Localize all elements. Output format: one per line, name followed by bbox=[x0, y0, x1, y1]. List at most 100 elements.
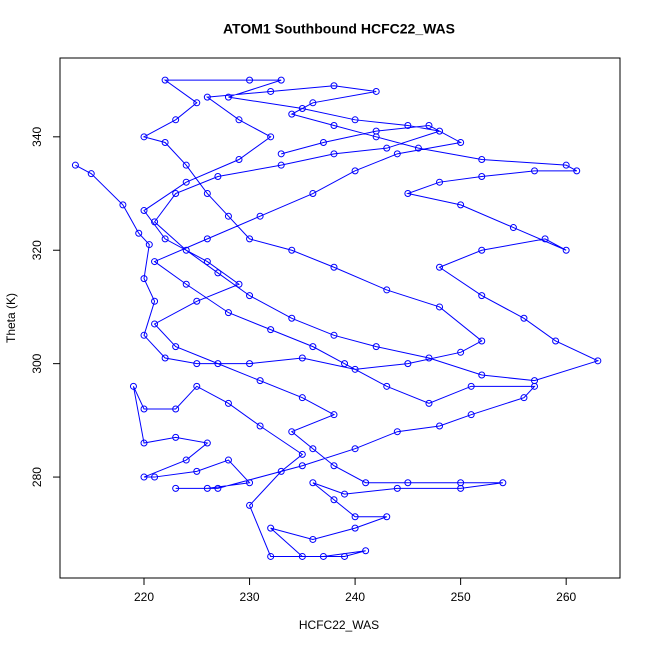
data-point bbox=[298, 104, 306, 112]
data-point bbox=[235, 156, 243, 164]
data-point bbox=[267, 552, 275, 560]
data-point bbox=[309, 445, 317, 453]
data-point bbox=[172, 116, 180, 124]
data-point bbox=[256, 212, 264, 220]
data-point bbox=[436, 178, 444, 186]
data-point bbox=[457, 348, 465, 356]
data-point bbox=[214, 360, 222, 368]
data-point bbox=[267, 133, 275, 141]
data-point bbox=[140, 207, 148, 215]
data-point bbox=[404, 121, 412, 129]
data-point bbox=[151, 473, 159, 481]
y-tick-label: 320 bbox=[30, 240, 44, 260]
data-point bbox=[140, 133, 148, 141]
data-point bbox=[224, 93, 232, 101]
data-point bbox=[341, 490, 349, 498]
data-point bbox=[520, 314, 528, 322]
data-point bbox=[298, 552, 306, 560]
data-point bbox=[309, 535, 317, 543]
data-point bbox=[140, 331, 148, 339]
data-point bbox=[172, 343, 180, 351]
chart-title: ATOM1 Southbound HCFC22_WAS bbox=[223, 21, 455, 37]
data-point bbox=[541, 235, 549, 243]
data-point bbox=[404, 360, 412, 368]
data-point bbox=[330, 462, 338, 470]
data-point bbox=[404, 479, 412, 487]
data-point bbox=[193, 467, 201, 475]
data-point bbox=[288, 246, 296, 254]
data-point bbox=[151, 297, 159, 305]
data-point bbox=[425, 354, 433, 362]
data-point bbox=[478, 246, 486, 254]
data-point bbox=[330, 82, 338, 90]
data-point bbox=[267, 326, 275, 334]
data-point bbox=[531, 382, 539, 390]
data-point bbox=[151, 320, 159, 328]
data-point bbox=[330, 496, 338, 504]
data-point bbox=[256, 377, 264, 385]
data-line bbox=[75, 79, 600, 557]
data-point bbox=[298, 394, 306, 402]
data-point bbox=[330, 263, 338, 271]
data-point bbox=[594, 357, 602, 365]
data-point bbox=[203, 439, 211, 447]
data-point bbox=[478, 156, 486, 164]
data-point bbox=[457, 138, 465, 146]
data-point bbox=[203, 258, 211, 266]
data-point bbox=[330, 411, 338, 419]
data-point bbox=[203, 190, 211, 198]
data-point bbox=[288, 428, 296, 436]
data-point bbox=[193, 360, 201, 368]
data-point bbox=[319, 552, 327, 560]
data-point bbox=[246, 76, 254, 84]
data-point bbox=[330, 331, 338, 339]
data-point bbox=[404, 190, 412, 198]
data-point bbox=[436, 263, 444, 271]
data-point bbox=[193, 382, 201, 390]
data-point bbox=[277, 150, 285, 158]
data-point bbox=[478, 337, 486, 345]
data-point bbox=[214, 484, 222, 492]
data-point bbox=[203, 235, 211, 243]
data-point bbox=[71, 161, 79, 169]
data-point bbox=[531, 167, 539, 175]
data-point bbox=[499, 479, 507, 487]
data-point bbox=[383, 286, 391, 294]
data-point bbox=[277, 467, 285, 475]
data-point bbox=[182, 456, 190, 464]
data-point bbox=[478, 371, 486, 379]
data-point bbox=[246, 360, 254, 368]
data-point bbox=[319, 138, 327, 146]
data-point bbox=[425, 121, 433, 129]
data-point bbox=[182, 178, 190, 186]
data-point bbox=[362, 479, 370, 487]
data-point bbox=[182, 161, 190, 169]
data-point bbox=[351, 524, 359, 532]
data-point bbox=[129, 382, 137, 390]
data-point bbox=[119, 201, 127, 209]
data-point bbox=[246, 501, 254, 509]
data-point bbox=[172, 433, 180, 441]
data-point bbox=[372, 343, 380, 351]
data-point bbox=[277, 161, 285, 169]
data-point bbox=[203, 484, 211, 492]
data-point bbox=[277, 76, 285, 84]
data-point bbox=[393, 484, 401, 492]
data-point bbox=[330, 150, 338, 158]
data-point bbox=[214, 269, 222, 277]
data-point bbox=[298, 450, 306, 458]
y-tick-label: 300 bbox=[30, 353, 44, 373]
data-point bbox=[224, 212, 232, 220]
data-point bbox=[457, 201, 465, 209]
data-point bbox=[161, 138, 169, 146]
data-point bbox=[425, 399, 433, 407]
data-point bbox=[203, 93, 211, 101]
x-axis-label: HCFC22_WAS bbox=[299, 618, 379, 632]
data-point bbox=[414, 144, 422, 152]
data-point bbox=[372, 87, 380, 95]
data-point bbox=[288, 110, 296, 118]
data-point bbox=[161, 235, 169, 243]
data-point bbox=[193, 297, 201, 305]
